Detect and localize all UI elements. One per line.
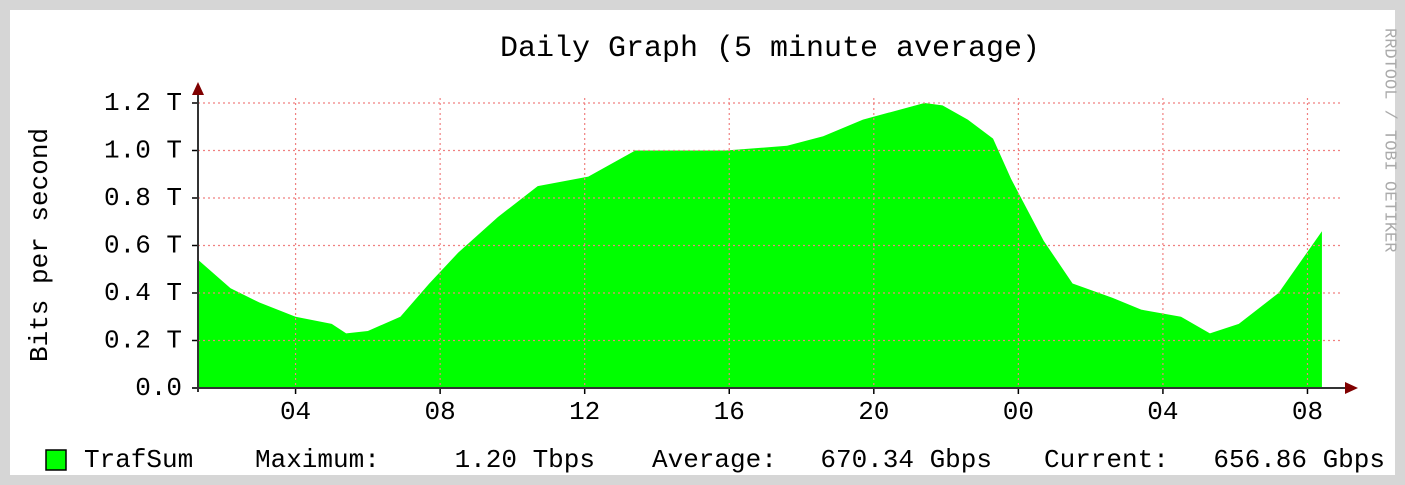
y-tick-label: 0.2 T [104, 325, 182, 355]
y-axis-arrow [192, 82, 204, 95]
side-note: RRDTOOL / TOBI OETIKER [1380, 28, 1399, 252]
x-tick-label: 04 [280, 397, 311, 427]
stat-label: Average: [652, 445, 777, 475]
x-tick-label: 16 [714, 397, 745, 427]
y-tick-label: 1.0 T [104, 135, 182, 165]
legend-swatch [45, 449, 67, 471]
x-tick-label: 04 [1147, 397, 1178, 427]
stat-label: Current: [1044, 445, 1169, 475]
y-tick-label: 1.2 T [104, 88, 182, 118]
stat-value: 670.34 Gbps [820, 445, 992, 475]
y-tick-label: 0.6 T [104, 230, 182, 260]
chart-title: Daily Graph (5 minute average) [500, 32, 1040, 66]
x-tick-label: 20 [858, 397, 889, 427]
y-axis-label: Bits per second [25, 128, 55, 362]
legend-label: TrafSum [84, 445, 193, 475]
x-tick-label: 08 [1292, 397, 1323, 427]
x-axis-arrow [1345, 382, 1358, 394]
y-tick-label: 0.0 [135, 373, 182, 403]
stat-value: 1.20 Tbps [455, 445, 595, 475]
y-tick-label: 0.8 T [104, 183, 182, 213]
x-tick-label: 12 [569, 397, 600, 427]
stat-value: 656.86 Gbps [1213, 445, 1385, 475]
y-tick-label: 0.4 T [104, 278, 182, 308]
x-tick-label: 08 [425, 397, 456, 427]
x-tick-label: 00 [1003, 397, 1034, 427]
stat-label: Maximum: [255, 445, 380, 475]
